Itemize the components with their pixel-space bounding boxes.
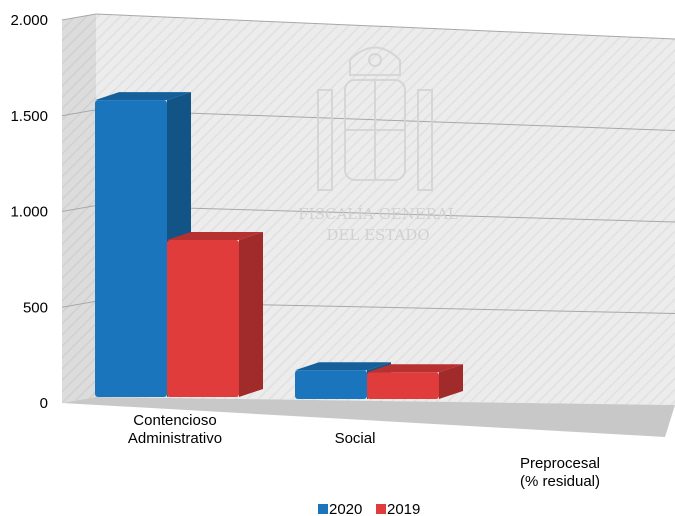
y-tick-label: 1.000 [10,204,48,221]
svg-text:FISCALÍA GENERAL: FISCALÍA GENERAL [298,205,458,223]
bar-top [167,231,263,240]
y-tick-label: 500 [23,299,48,316]
legend-label: 2020 [329,501,362,516]
bar-front [95,100,167,398]
bar-side [439,364,463,399]
bar-top [295,362,391,371]
bar-front [167,239,239,397]
floor [62,397,675,437]
bar-front [295,370,367,399]
legend-label: 2019 [387,501,420,516]
legend: 2020 2019 [318,501,420,516]
legend-swatch [376,504,386,514]
y-axis: 0 500 1.000 1.500 2.000 [10,12,48,412]
category-label: Administrativo [128,430,222,447]
bar [167,231,263,397]
gridline [61,13,675,40]
y-tick-label: 2.000 [10,12,48,29]
category-label: (% residual) [520,473,600,490]
coat-of-arms-icon [317,46,433,191]
bar-side [239,231,263,397]
category-label: Preprocesal [520,455,600,472]
bar-top [367,364,463,373]
bar [367,364,463,399]
bar-top [95,92,191,101]
category-label: Contencioso [133,412,216,429]
bar-front [367,372,439,399]
svg-text:DEL ESTADO: DEL ESTADO [326,226,429,244]
watermark: FISCALÍA GENERAL DEL ESTADO [298,46,458,244]
category-label: Social [335,430,376,447]
legend-swatch [318,504,328,514]
y-tick-label: 1.500 [10,108,48,125]
bars [95,92,463,399]
y-tick-label: 0 [40,395,48,412]
